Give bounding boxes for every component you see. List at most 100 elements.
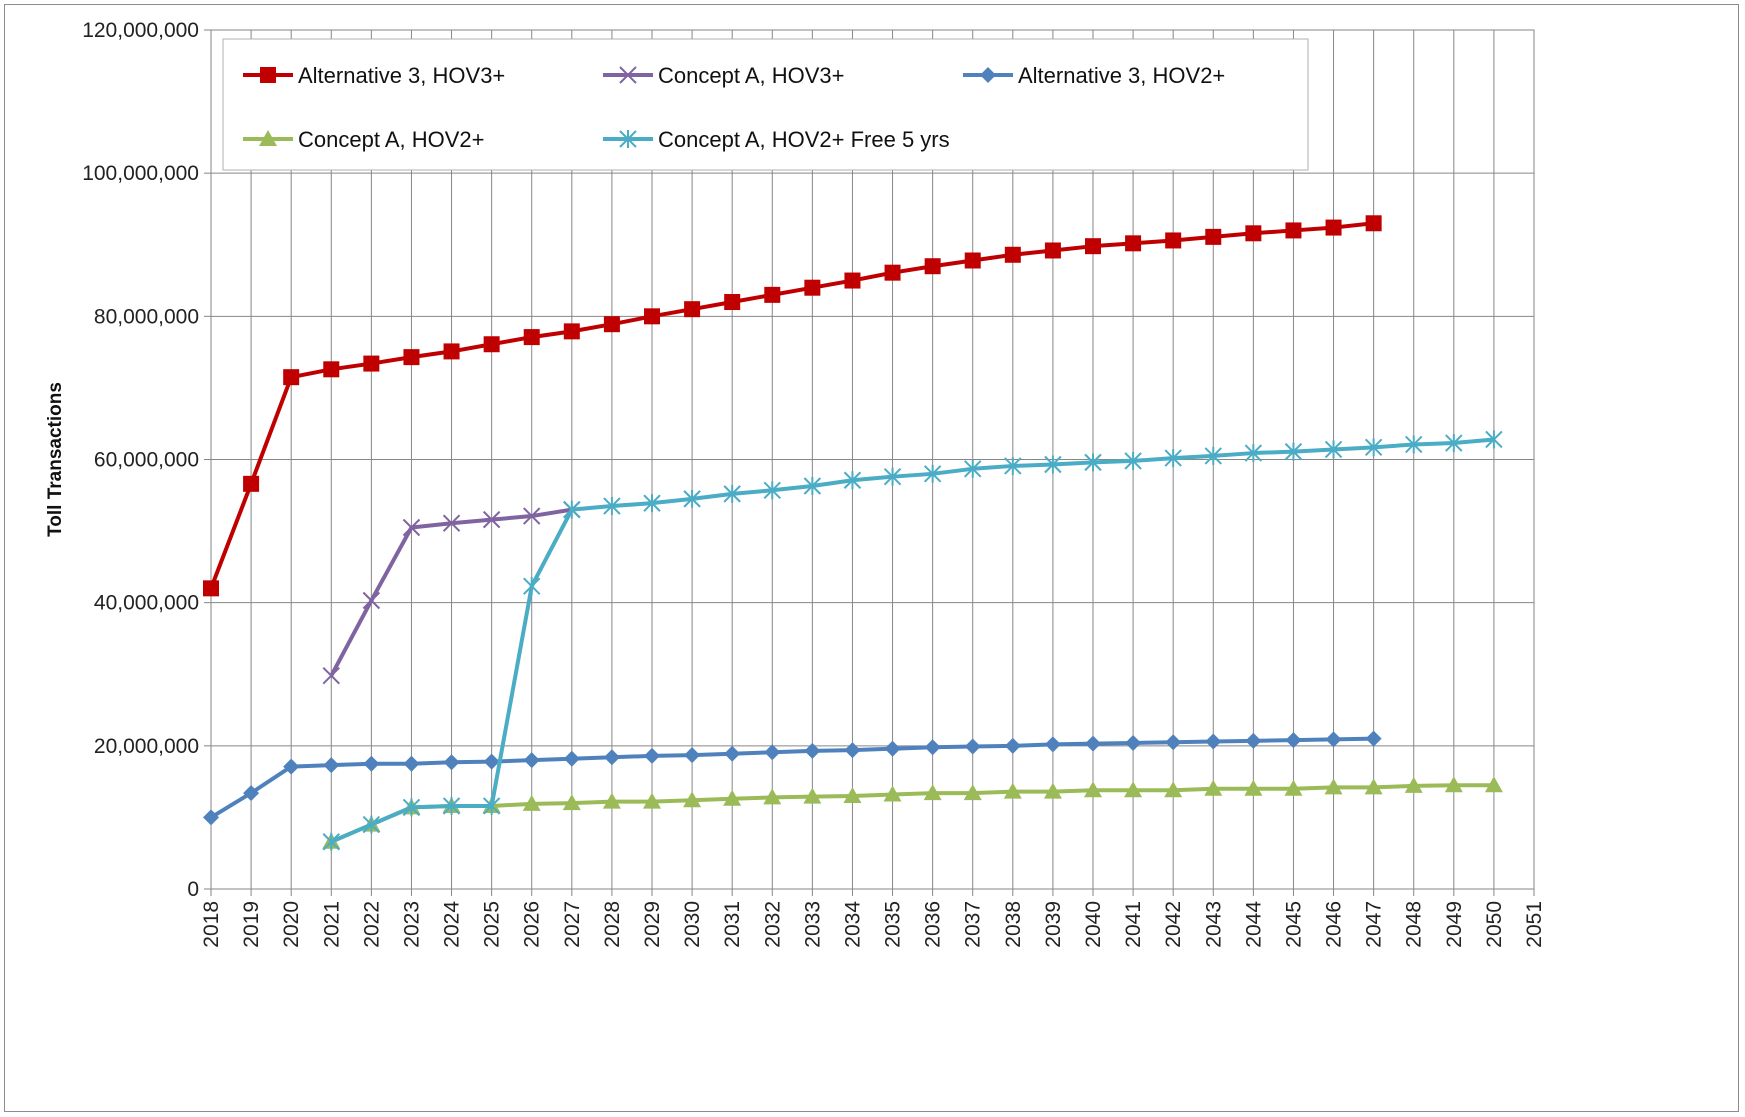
data-point [644,308,660,325]
data-point [1445,434,1463,453]
data-point [523,329,540,346]
plot-area-border [210,29,1535,890]
data-point [684,301,701,318]
data-point [362,815,381,834]
x-tick-label: 2028 [601,901,624,948]
data-point [1244,444,1263,463]
x-tick-label: 2030 [681,901,704,948]
data-point [843,786,862,803]
x-tick-label: 2022 [360,901,383,948]
data-point [884,264,901,281]
x-tick-label: 2019 [240,901,263,948]
legend-label: Concept A, HOV3+ [658,63,845,88]
data-point [1044,736,1061,753]
data-point [322,666,340,685]
x-tick-label: 2049 [1443,901,1466,948]
x-tick-label: 2044 [1242,901,1265,948]
data-point [1165,734,1182,751]
data-point [1485,430,1503,449]
y-tick-label: 80,000,000 [94,305,199,328]
legend: Alternative 3, HOV3+ Concept A, HOV3+ Alte… [222,38,1309,171]
legend-label: Alternative 3, HOV3+ [298,63,505,88]
data-point [442,796,461,815]
data-point [1245,732,1262,749]
legend-entry: Alternative 3, HOV3+ [243,63,505,88]
x-tick-label: 2039 [1042,901,1065,948]
data-point [684,747,701,764]
data-point [723,789,742,806]
data-point [843,471,862,490]
data-point [363,755,380,772]
data-point [763,481,781,500]
x-tick-label: 2024 [441,901,464,948]
series-2 [203,730,1382,826]
data-point [563,323,580,340]
data-point [1324,778,1343,795]
data-point-stroke [619,66,637,84]
data-point [619,66,637,84]
data-point [1084,453,1102,472]
data-point [1125,734,1142,751]
data-point [1205,733,1222,750]
data-point [563,500,581,519]
x-tick-label: 2042 [1162,901,1185,948]
data-point [964,738,981,755]
data-point [644,747,660,764]
data-point [482,796,501,815]
x-tick-label: 2045 [1282,901,1305,948]
data-point [1404,776,1423,793]
line-chart: 0 20,000,000 40,000,000 60,000,000 80,000,00… [45,19,1546,948]
data-point [243,475,260,492]
data-point [883,467,902,486]
data-point [683,489,701,508]
data-point [643,792,661,809]
x-tick-label: 2036 [922,901,945,948]
data-point [1325,731,1342,748]
data-point [724,745,741,762]
x-tick-label: 2023 [400,901,423,948]
data-point [322,832,340,851]
data-point [764,286,781,303]
data-point [523,577,541,596]
series-1 [322,500,581,685]
data-point [402,518,421,537]
data-point [1124,781,1143,798]
data-point [1285,732,1302,749]
data-point [563,750,580,767]
data-point [562,794,581,811]
data-point [683,791,702,808]
data-point [1003,782,1022,799]
data-point [482,510,501,529]
data-point [844,742,861,759]
axes: 0 20,000,000 40,000,000 60,000,000 80,000,00… [82,19,1546,948]
x-tick-label: 2021 [320,901,343,948]
data-point [964,459,982,478]
x-tick-label: 2038 [1002,901,1025,948]
x-tick-label: 2032 [761,901,784,948]
y-axis-title: Toll Transactions [45,382,66,537]
data-point [522,794,541,811]
legend-box [222,38,1309,171]
x-tick-label: 2043 [1202,901,1225,948]
data-point [603,497,621,516]
y-tick-label: 100,000,000 [82,162,199,185]
data-point [804,742,821,759]
data-point [323,757,340,774]
legend-label: Alternative 3, HOV2+ [1018,63,1225,88]
x-tick-label: 2040 [1082,901,1105,948]
data-point [1405,435,1423,454]
data-point-stroke [322,666,340,685]
data-point [724,294,741,311]
data-point-stroke [402,518,421,537]
data-point [924,739,941,756]
data-point [203,580,219,597]
data-point [260,67,276,83]
data-point [323,361,340,378]
x-tick-label: 2018 [200,901,223,948]
data-point [603,316,620,333]
data-point [1205,228,1222,245]
x-tick-label: 2031 [721,901,744,948]
x-tick-label: 2041 [1122,901,1145,948]
data-point [980,67,996,83]
data-point [483,753,500,770]
